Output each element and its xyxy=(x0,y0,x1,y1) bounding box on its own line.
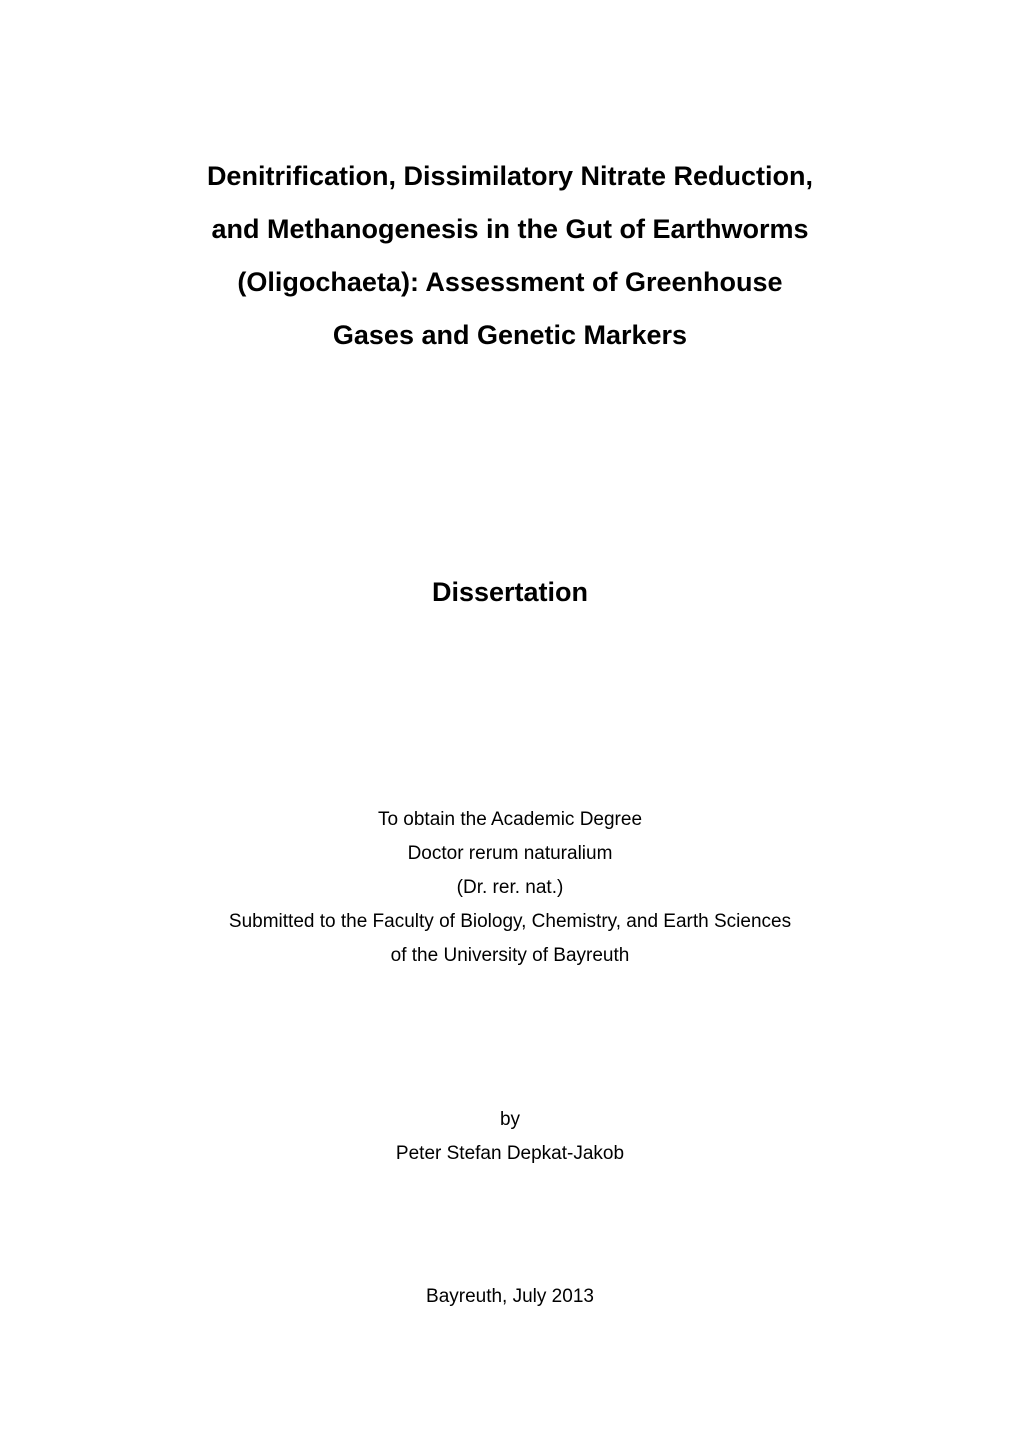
degree-line-1: To obtain the Academic Degree xyxy=(378,803,642,837)
dissertation-title: Denitrification, Dissimilatory Nitrate R… xyxy=(207,150,813,362)
degree-line-5: of the University of Bayreuth xyxy=(391,939,630,973)
degree-line-3: (Dr. rer. nat.) xyxy=(457,871,564,905)
title-line-4: Gases and Genetic Markers xyxy=(333,309,687,362)
title-page: Denitrification, Dissimilatory Nitrate R… xyxy=(0,0,1020,1442)
author-block: by Peter Stefan Depkat-Jakob xyxy=(396,1103,624,1171)
place-date: Bayreuth, July 2013 xyxy=(426,1286,594,1308)
degree-line-2: Doctor rerum naturalium xyxy=(408,837,613,871)
title-line-3: (Oligochaeta): Assessment of Greenhouse xyxy=(237,256,782,309)
degree-line-4: Submitted to the Faculty of Biology, Che… xyxy=(229,905,791,939)
author-by-line: by xyxy=(500,1103,520,1137)
title-line-2: and Methanogenesis in the Gut of Earthwo… xyxy=(211,203,808,256)
degree-submission-block: To obtain the Academic Degree Doctor rer… xyxy=(229,803,791,973)
title-line-1: Denitrification, Dissimilatory Nitrate R… xyxy=(207,150,813,203)
document-type-heading: Dissertation xyxy=(432,577,588,608)
author-name-line: Peter Stefan Depkat-Jakob xyxy=(396,1137,624,1171)
